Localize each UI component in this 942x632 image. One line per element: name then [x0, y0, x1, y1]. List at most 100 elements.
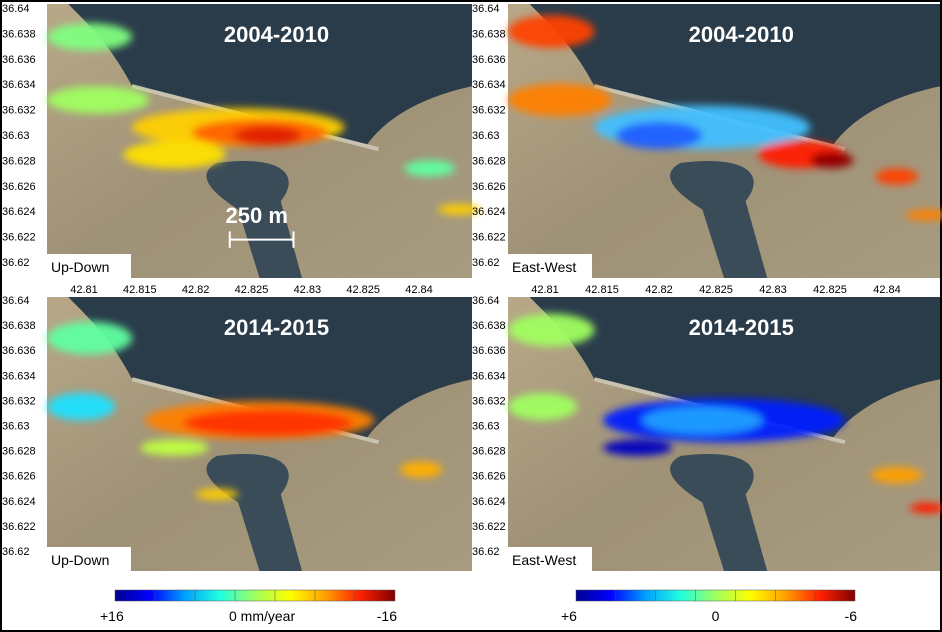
y-tick-label: 36.638 [2, 320, 36, 332]
y-tick-label: 36.622 [472, 521, 506, 533]
y-tick-label: 36.628 [2, 446, 36, 458]
component-label-box [508, 254, 592, 278]
deformation-blob [508, 83, 612, 117]
deformation-blob [616, 121, 703, 150]
x-tick-label: 42.825 [699, 284, 733, 296]
map-panel: 2004-2010 East-West 36.64 36.638 36.636 36.63… [472, 3, 942, 296]
y-tick-label: 36.624 [2, 496, 36, 508]
map-panel: 2014-2015 Up-Down 36.64 36.638 36.636 36.634 3… [2, 295, 472, 571]
y-tick-label: 36.622 [2, 521, 36, 533]
map-panel: 2004-2010 Up-Down 250 m 36.64 36.638 36.636 36… [2, 3, 481, 296]
y-tick-label: 36.636 [2, 345, 36, 357]
x-tick-label: 42.825 [235, 284, 269, 296]
deformation-blob [508, 392, 578, 421]
panel-title: 2014-2015 [689, 315, 794, 340]
deformation-blob [810, 151, 854, 169]
y-tick-label: 36.626 [2, 181, 36, 193]
deformation-blob [404, 160, 455, 177]
colorbar-gradient [114, 589, 396, 602]
y-tick-label: 36.636 [2, 54, 36, 66]
component-label-box [47, 254, 131, 278]
colorbar-max-label: -16 [377, 608, 397, 624]
component-label-box [508, 547, 592, 571]
scale-bar-label: 250 m [226, 203, 288, 228]
deformation-blob [875, 168, 919, 185]
y-tick-label: 36.62 [2, 257, 30, 269]
y-tick-label: 36.626 [2, 471, 36, 483]
y-tick-label: 36.63 [2, 421, 30, 433]
panel-title: 2014-2015 [224, 315, 329, 340]
deformation-blob [870, 466, 923, 484]
deformation-blob [508, 14, 595, 48]
y-tick-label: 36.64 [472, 295, 500, 307]
y-tick-label: 36.632 [2, 395, 36, 407]
reservoir [68, 4, 472, 147]
deformation-blob [234, 125, 302, 146]
deformation-blob [603, 439, 673, 456]
x-tick-label: 42.82 [182, 284, 210, 296]
y-tick-label: 36.622 [472, 232, 506, 244]
river [670, 454, 768, 571]
y-tick-label: 36.64 [2, 295, 30, 307]
colorbar-gradient [575, 589, 856, 602]
deformation-blob [47, 86, 149, 114]
y-tick-label: 36.632 [472, 105, 506, 117]
y-tick-label: 36.634 [472, 370, 506, 382]
y-tick-label: 36.624 [472, 496, 506, 508]
river [206, 161, 302, 278]
component-label: East-West [512, 259, 576, 275]
river [206, 454, 302, 571]
deformation-blob [641, 406, 763, 434]
deformation-blob [47, 23, 132, 51]
component-label: Up-Down [51, 259, 109, 275]
y-tick-label: 36.628 [2, 155, 36, 167]
reservoir [68, 297, 472, 440]
y-tick-label: 36.632 [472, 395, 506, 407]
colorbar-max-label: -6 [845, 608, 858, 624]
up-down-colorbar: +16 0 mm/year -16 [100, 589, 397, 624]
x-tick-label: 42.83 [294, 284, 322, 296]
colorbar-mid-label: 0 [712, 608, 720, 624]
y-tick-label: 36.624 [472, 206, 506, 218]
y-tick-label: 36.634 [472, 79, 506, 91]
y-tick-label: 36.626 [472, 181, 506, 193]
y-tick-label: 36.624 [2, 206, 36, 218]
deformation-blob [399, 461, 443, 478]
deformation-blob [140, 439, 209, 456]
x-tick-label: 42.825 [346, 284, 380, 296]
y-tick-label: 36.638 [2, 28, 36, 40]
panel-title: 2004-2010 [224, 22, 329, 47]
y-tick-label: 36.638 [472, 28, 506, 40]
river [670, 161, 768, 278]
y-tick-label: 36.63 [2, 130, 30, 142]
y-tick-label: 36.634 [2, 370, 36, 382]
east-west-colorbar: +6 0 -6 [561, 589, 858, 624]
y-tick-label: 36.62 [472, 546, 500, 558]
x-tick-label: 42.84 [405, 284, 433, 296]
y-tick-label: 36.64 [2, 3, 30, 15]
component-label: East-West [512, 552, 576, 568]
x-tick-label: 42.815 [585, 284, 619, 296]
x-tick-label: 42.82 [645, 284, 673, 296]
deformation-blob [438, 204, 481, 215]
y-tick-label: 36.636 [472, 345, 506, 357]
deformation-blob [47, 321, 132, 355]
deformation-blob [123, 141, 226, 169]
colorbar-min-label: +6 [561, 608, 577, 624]
component-label-box [47, 547, 131, 571]
y-tick-label: 36.628 [472, 446, 506, 458]
deformation-blob [195, 488, 239, 500]
y-tick-label: 36.63 [472, 130, 500, 142]
y-tick-label: 36.626 [472, 471, 506, 483]
y-tick-label: 36.628 [472, 155, 506, 167]
deformation-overlay [47, 321, 443, 500]
deformation-blob [47, 392, 115, 421]
map-panel: 2014-2015 East-West 36.64 36.638 36.636 36.63… [472, 295, 942, 571]
component-label: Up-Down [51, 552, 109, 568]
deformation-blob [508, 313, 595, 347]
y-tick-label: 36.634 [2, 79, 36, 91]
x-tick-label: 42.83 [759, 284, 787, 296]
deformation-blob [905, 209, 942, 221]
